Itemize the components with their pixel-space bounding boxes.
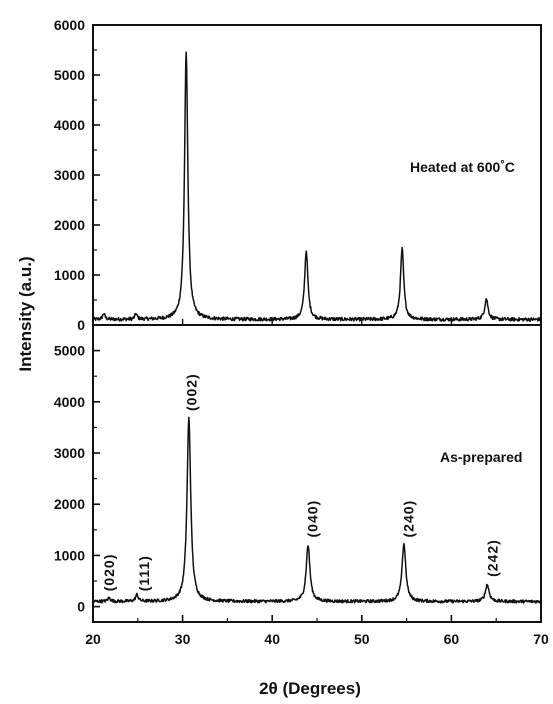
peak-label-002: (002) — [184, 373, 200, 411]
x-axis-title: 2θ (Degrees) — [259, 679, 361, 698]
x-tick-label-30: 30 — [175, 631, 191, 647]
peak-label-242: (242) — [485, 539, 501, 577]
y-tick-label-heated-6000: 6000 — [54, 17, 85, 33]
y-tick-label-heated-3000: 3000 — [54, 167, 85, 183]
ticks — [92, 24, 542, 622]
series-line-as-prepared — [92, 416, 542, 604]
y-tick-label-heated-4000: 4000 — [54, 117, 85, 133]
y-tick-label-as-prepared-5000: 5000 — [54, 343, 85, 359]
y-tick-label-as-prepared-1000: 1000 — [54, 547, 85, 563]
peak-label-240: (240) — [400, 500, 416, 538]
peak-label-040: (040) — [305, 500, 321, 538]
annotation-heated: Heated at 600°C — [410, 159, 515, 175]
y-tick-label-as-prepared-4000: 4000 — [54, 394, 85, 410]
x-tick-label-60: 60 — [444, 631, 460, 647]
y-axis-title: Intensity (a.u.) — [16, 256, 35, 371]
y-tick-label-heated-1000: 1000 — [54, 267, 85, 283]
y-tick-label-heated-2000: 2000 — [54, 217, 85, 233]
x-tick-label-20: 20 — [85, 631, 101, 647]
peak-label-111: (111) — [136, 555, 152, 591]
x-tick-label-70: 70 — [533, 631, 549, 647]
y-tick-label-as-prepared-0: 0 — [77, 599, 85, 615]
y-tick-label-as-prepared-3000: 3000 — [54, 445, 85, 461]
y-tick-label-as-prepared-2000: 2000 — [54, 496, 85, 512]
y-tick-label-heated-5000: 5000 — [54, 67, 85, 83]
annotation-as-prepared: As-prepared — [440, 449, 522, 465]
traces — [92, 51, 542, 604]
y-tick-label-heated-0: 0 — [77, 317, 85, 333]
peak-label-020: (020) — [101, 554, 117, 592]
series-line-heated — [92, 51, 542, 322]
x-tick-label-50: 50 — [354, 631, 370, 647]
labels: 0 1000 2000 3000 4000 5000 6000 Heated at 600°C… — [54, 17, 549, 647]
x-tick-label-40: 40 — [264, 631, 280, 647]
